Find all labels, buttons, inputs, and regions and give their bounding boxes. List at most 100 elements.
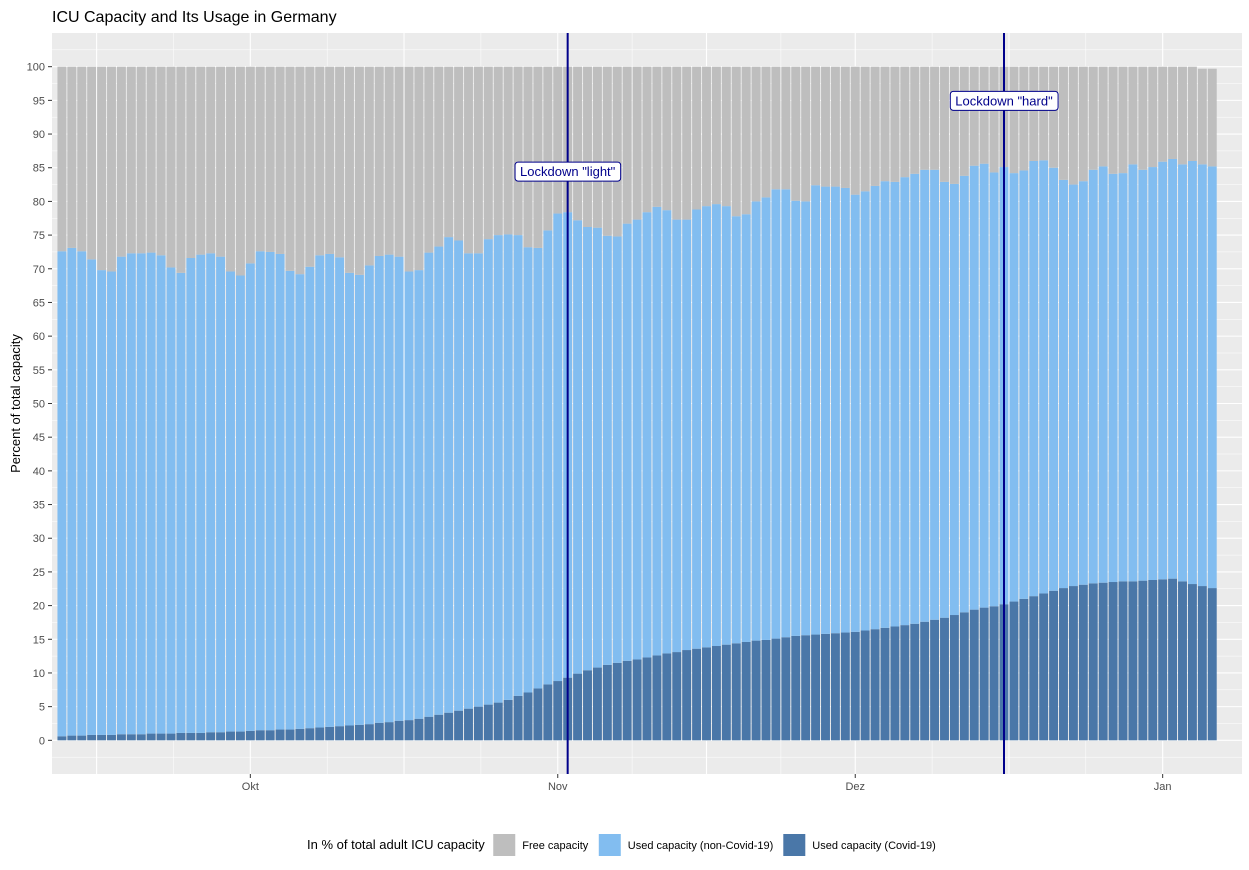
bar-segment-non-covid	[245, 263, 255, 731]
x-tick-label: Nov	[548, 781, 568, 793]
bar-segment-non-covid	[464, 253, 473, 709]
bar-segment-covid	[1148, 579, 1158, 741]
bar-segment-covid	[1178, 581, 1187, 741]
bar-segment-free	[176, 66, 186, 273]
bar-segment-free	[830, 66, 840, 187]
bar-segment-non-covid	[186, 257, 196, 733]
bar-segment-covid	[702, 647, 711, 741]
legend-swatch	[493, 834, 516, 856]
bar-segment-covid	[206, 732, 216, 741]
bar-segment-covid	[523, 692, 533, 741]
bar-segment-covid	[235, 731, 245, 741]
bar-segment-free	[1118, 66, 1128, 174]
bar-segment-covid	[840, 632, 850, 741]
bar-segment-non-covid	[1009, 173, 1019, 602]
bar-segment-non-covid	[583, 227, 592, 671]
y-tick-label: 15	[33, 634, 45, 646]
bar-segment-free	[1039, 66, 1049, 161]
bar-segment-free	[116, 66, 126, 257]
bar-segment-non-covid	[67, 247, 77, 736]
bar-segment-non-covid	[77, 251, 87, 736]
bar-segment-covid	[910, 623, 920, 741]
bar-segment-covid	[345, 725, 354, 741]
bar-segment-free	[464, 66, 473, 254]
bar-segment-covid	[116, 734, 126, 741]
bar-segment-covid	[87, 734, 97, 741]
bar-segment-covid	[583, 670, 592, 741]
bar-segment-free	[275, 66, 285, 254]
bar-segment-covid	[900, 625, 910, 741]
bar-segment-non-covid	[949, 183, 959, 616]
lockdown-label-box	[514, 161, 622, 182]
bar-segment-non-covid	[265, 251, 275, 731]
bar-segment-free	[711, 66, 721, 205]
bar-segment-free	[920, 66, 930, 170]
bar-segment-free	[870, 66, 880, 186]
bar-segment-non-covid	[335, 257, 345, 727]
bar-segment-covid	[652, 655, 662, 741]
bar-segment-covid	[394, 720, 404, 741]
bar-segment-covid	[1118, 581, 1128, 741]
bar-segment-free	[454, 66, 464, 241]
bar-segment-covid	[672, 652, 682, 741]
bar-segment-non-covid	[721, 206, 731, 645]
lockdown-label: Lockdown "light"	[514, 161, 622, 182]
bar-segment-non-covid	[483, 239, 493, 705]
bar-segment-covid	[711, 646, 721, 741]
bar-segment-free	[196, 66, 206, 255]
bar-segment-covid	[107, 734, 116, 741]
bar-segment-non-covid	[1019, 170, 1029, 599]
bar-segment-covid	[275, 729, 285, 741]
bar-segment-covid	[305, 728, 315, 741]
bar-segment-covid	[979, 607, 989, 741]
bar-segment-free	[1049, 66, 1059, 168]
bar-segment-free	[1088, 66, 1098, 170]
bar-segment-free	[67, 66, 77, 248]
y-tick-label: 50	[33, 399, 45, 411]
bar-segment-covid	[662, 653, 672, 741]
bar-segment-covid	[573, 673, 583, 741]
bar-segment-non-covid	[870, 185, 880, 630]
bar-segment-free	[741, 66, 751, 215]
bar-segment-covid	[543, 684, 553, 741]
bar-segment-free	[216, 66, 226, 257]
bar-segment-covid	[612, 662, 622, 741]
bar-segment-free	[553, 66, 563, 214]
bar-segment-non-covid	[573, 220, 583, 674]
bar-segment-covid	[374, 722, 384, 741]
bar-segment-free	[672, 66, 682, 220]
x-axis-ticks: Okt Nov Dez Jan	[242, 774, 1172, 793]
bar-segment-free	[662, 66, 672, 211]
bar-segment-non-covid	[850, 194, 860, 632]
bar-segment-free	[602, 66, 612, 236]
bar-segment-non-covid	[1168, 158, 1178, 579]
bar-segment-non-covid	[156, 255, 166, 734]
bar-segment-non-covid	[741, 214, 751, 642]
bar-segment-non-covid	[692, 209, 702, 649]
bars	[57, 66, 1217, 741]
bar-segment-non-covid	[1138, 169, 1148, 581]
bar-segment-non-covid	[791, 200, 801, 636]
bar-segment-covid	[771, 638, 781, 741]
bar-segment-covid	[176, 732, 186, 741]
bar-segment-free	[305, 66, 315, 267]
bar-segment-covid	[761, 639, 771, 741]
bar-segment-non-covid	[959, 175, 969, 613]
bar-segment-covid	[384, 722, 394, 741]
bar-segment-free	[186, 66, 196, 258]
bar-segment-non-covid	[830, 186, 840, 634]
bar-segment-free	[77, 66, 87, 252]
bar-segment-non-covid	[672, 219, 682, 653]
bar-segment-non-covid	[394, 256, 404, 721]
bar-segment-covid	[97, 734, 107, 741]
bar-segment-covid	[186, 732, 196, 741]
bar-segment-covid	[67, 735, 77, 741]
bar-segment-non-covid	[930, 169, 940, 620]
bar-segment-non-covid	[166, 267, 176, 734]
bar-segment-covid	[959, 612, 969, 741]
bar-segment-non-covid	[1118, 173, 1128, 582]
bar-segment-free	[364, 66, 374, 266]
bar-segment-free	[721, 66, 731, 207]
bar-segment-covid	[1029, 596, 1039, 741]
